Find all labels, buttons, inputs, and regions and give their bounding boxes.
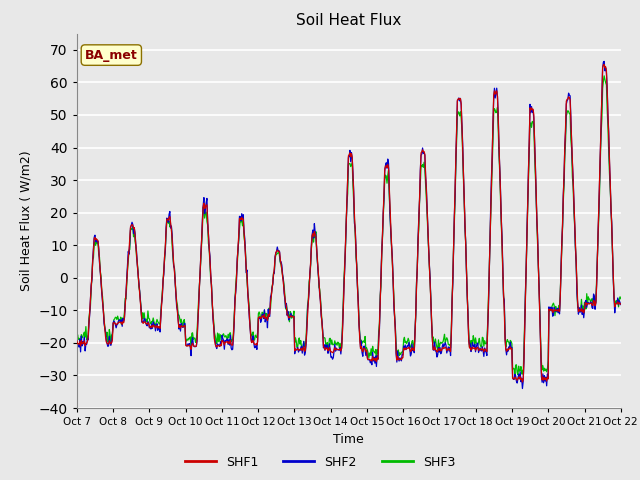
SHF1 xyxy=(83,340,90,346)
SHF3 xyxy=(194,313,202,319)
SHF2 xyxy=(415,215,422,221)
SHF2 xyxy=(600,59,608,64)
Y-axis label: Soil Heat Flux ( W/m2): Soil Heat Flux ( W/m2) xyxy=(20,151,33,291)
SHF2 xyxy=(139,319,147,325)
Line: SHF2: SHF2 xyxy=(77,61,621,388)
SHF2 xyxy=(83,341,90,347)
Line: SHF1: SHF1 xyxy=(77,64,621,382)
SHF3 xyxy=(431,340,438,346)
SHF2 xyxy=(223,337,230,343)
SHF2 xyxy=(73,334,81,339)
SHF2 xyxy=(194,319,202,325)
SHF1 xyxy=(73,338,81,344)
Title: Soil Heat Flux: Soil Heat Flux xyxy=(296,13,401,28)
SHF1 xyxy=(223,339,230,345)
SHF3 xyxy=(415,227,422,232)
SHF3 xyxy=(73,339,81,345)
SHF1 xyxy=(139,320,147,326)
SHF2 xyxy=(431,339,438,345)
SHF3 xyxy=(511,372,518,378)
SHF1 xyxy=(431,344,438,350)
SHF1 xyxy=(617,301,625,307)
SHF1 xyxy=(600,61,608,67)
SHF3 xyxy=(617,296,625,301)
X-axis label: Time: Time xyxy=(333,432,364,445)
Legend: SHF1, SHF2, SHF3: SHF1, SHF2, SHF3 xyxy=(180,451,460,474)
Line: SHF3: SHF3 xyxy=(77,76,621,375)
Text: BA_met: BA_met xyxy=(85,48,138,61)
SHF2 xyxy=(518,385,526,391)
SHF1 xyxy=(415,217,422,223)
SHF3 xyxy=(83,336,90,342)
SHF1 xyxy=(194,318,202,324)
SHF3 xyxy=(139,310,147,316)
SHF3 xyxy=(600,73,608,79)
SHF2 xyxy=(617,302,625,308)
SHF3 xyxy=(223,335,230,340)
SHF1 xyxy=(518,379,526,385)
